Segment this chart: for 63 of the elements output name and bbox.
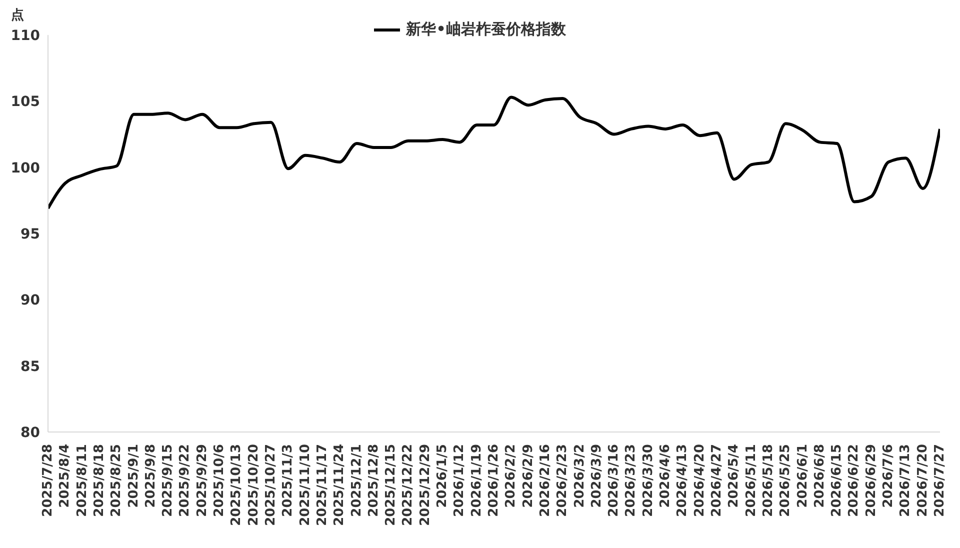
x-tick-label: 2025/11/10 <box>298 444 313 526</box>
x-tick-label: 2026/3/30 <box>640 444 656 517</box>
x-tick-label: 2025/12/15 <box>384 444 399 526</box>
y-tick-label: 80 <box>20 424 40 441</box>
x-tick-label: 2026/7/20 <box>915 444 930 517</box>
x-tick-label: 2026/3/2 <box>572 444 588 508</box>
x-tick-label: 2025/10/20 <box>246 444 262 526</box>
x-tick-label: 2025/8/4 <box>58 444 73 508</box>
x-tick-label: 2026/2/23 <box>555 444 570 517</box>
x-tick-label: 2026/3/16 <box>606 444 622 517</box>
x-tick-label: 2025/8/11 <box>74 444 90 517</box>
y-tick-label: 95 <box>20 226 40 242</box>
x-tick-label: 2025/9/8 <box>143 444 158 508</box>
x-tick-label: 2026/7/13 <box>898 444 914 517</box>
x-tick-label: 2025/11/24 <box>332 444 348 526</box>
y-tick-label: 100 <box>10 160 40 176</box>
line-series <box>48 96 940 210</box>
x-tick-label: 2026/4/27 <box>710 444 724 517</box>
x-tick-label: 2025/12/29 <box>418 444 433 526</box>
x-tick-label: 2025/9/22 <box>178 444 193 517</box>
x-tick-label: 2025/8/25 <box>109 444 124 517</box>
x-tick-label: 2025/10/27 <box>264 444 278 526</box>
x-tick-label: 2025/11/3 <box>280 444 296 517</box>
x-tick-label: 2026/6/8 <box>812 444 828 508</box>
x-tick-label: 2026/2/16 <box>538 444 553 517</box>
x-tick-label: 2026/5/4 <box>726 444 742 508</box>
x-tick-label: 2026/3/23 <box>624 444 639 517</box>
x-tick-label: 2026/4/13 <box>675 444 690 517</box>
x-tick-label: 2026/7/27 <box>932 444 948 517</box>
x-tick-label: 2026/1/19 <box>469 444 484 517</box>
x-tick-label: 2026/1/12 <box>452 444 468 517</box>
x-tick-label: 2026/6/1 <box>795 444 810 508</box>
y-tick-label: 85 <box>20 358 40 375</box>
x-tick-label: 2025/10/13 <box>229 444 244 526</box>
y-tick-label: 105 <box>10 94 40 110</box>
y-tick-label: 110 <box>10 28 40 44</box>
x-tick-label: 2025/12/8 <box>366 444 382 517</box>
x-tick-label: 2025/9/1 <box>126 444 142 508</box>
x-tick-label: 2026/7/6 <box>881 444 896 508</box>
y-axis-title: 点 <box>11 7 24 24</box>
x-tick-label: 2025/7/28 <box>40 444 56 517</box>
x-tick-label: 2025/10/6 <box>212 444 228 517</box>
x-tick-label: 2025/12/22 <box>400 444 416 526</box>
x-tick-label: 2025/8/18 <box>92 444 107 517</box>
x-tick-label: 2026/6/15 <box>830 444 845 517</box>
x-tick-label: 2026/1/5 <box>435 444 450 508</box>
y-tick-label: 90 <box>20 292 40 309</box>
x-tick-label: 2026/3/9 <box>589 444 604 508</box>
x-tick-label: 2025/11/17 <box>314 444 330 526</box>
x-tick-label: 2025/12/1 <box>349 444 364 517</box>
x-tick-label: 2026/2/2 <box>504 444 519 508</box>
x-tick-label: 2026/5/25 <box>778 444 794 517</box>
x-tick-label: 2026/4/6 <box>658 444 674 508</box>
x-tick-label: 2026/4/20 <box>692 444 708 517</box>
x-tick-label: 2025/9/15 <box>160 444 176 517</box>
x-tick-label: 2026/2/9 <box>520 444 536 508</box>
x-tick-label: 2026/6/29 <box>864 444 879 517</box>
x-tick-label: 2026/1/26 <box>486 444 502 517</box>
x-tick-label: 2026/6/22 <box>846 444 862 517</box>
x-tick-label: 2025/9/29 <box>194 444 210 517</box>
x-tick-label: 2026/5/18 <box>760 444 776 517</box>
legend-label: 新华•岫岩柞蚕价格指数 <box>406 20 566 39</box>
x-tick-label: 2026/5/11 <box>744 444 759 517</box>
